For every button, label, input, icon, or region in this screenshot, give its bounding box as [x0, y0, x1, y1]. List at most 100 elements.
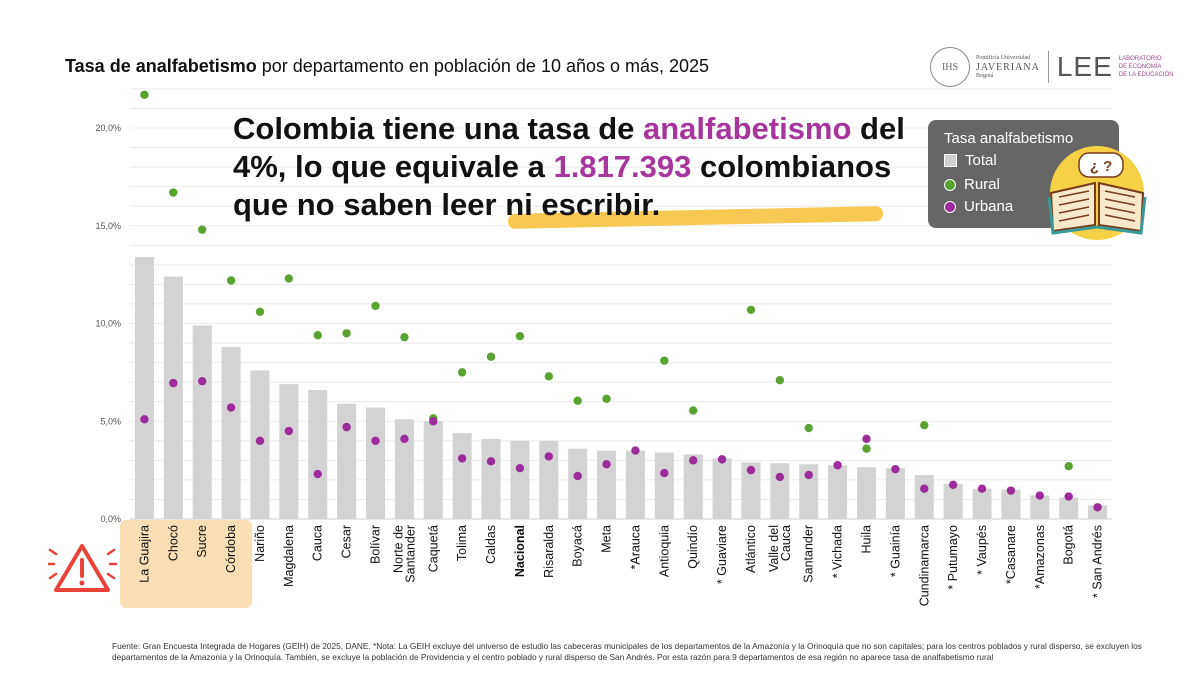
dot-urbana	[602, 460, 611, 469]
dot-rural	[1064, 462, 1073, 471]
x-tick-label: * Guainía	[888, 525, 902, 577]
x-tick-label: Bogotá	[1062, 525, 1076, 565]
x-tick-label: *Amazonas	[1033, 525, 1047, 589]
dot-rural	[169, 188, 178, 197]
chart-title-rest: por departamento en población de 10 años…	[256, 56, 710, 76]
bar-total	[972, 488, 992, 519]
x-tick-label: * Vaupés	[975, 525, 989, 575]
x-tick-label: Chocó	[166, 525, 180, 561]
lee-subtitle: LABORATORIO DE ECONOMÍA DE LA EDUCACIÓN	[1119, 55, 1174, 79]
x-tick-label: Huila	[860, 525, 874, 554]
bar-total	[568, 448, 588, 519]
x-tick-label-text: *Arauca	[628, 525, 642, 570]
y-tick-label: 20,0%	[95, 123, 121, 133]
x-tick-label-text: Santander	[403, 525, 417, 583]
legend-item-total: Total	[944, 152, 997, 169]
x-tick-label: *Arauca	[628, 525, 642, 570]
logo-divider	[1047, 51, 1049, 83]
dot-rural	[862, 444, 871, 453]
total-bars	[134, 257, 1108, 519]
headline-text-3: colombianos que no saben leer ni escribi…	[233, 149, 892, 222]
dot-rural	[284, 274, 294, 283]
dot-urbana	[1006, 486, 1016, 495]
headline-text-1: Colombia tiene una tasa de	[233, 111, 643, 146]
warning-icon	[48, 544, 118, 592]
dot-rural	[400, 332, 409, 342]
x-tick-label-text: Nariño	[253, 525, 267, 562]
x-tick-label-text: Meta	[600, 525, 614, 553]
x-tick-label-text: * Guainía	[888, 525, 902, 577]
x-tick-label: Córdoba	[224, 525, 238, 573]
x-tick-label: Risaralda	[542, 525, 556, 578]
bar-total	[481, 438, 501, 519]
javeriana-seal-icon: IHS	[930, 47, 970, 87]
dot-rural	[457, 368, 467, 377]
x-tick-label-text: Boyacá	[571, 525, 585, 567]
bar-total	[1088, 505, 1108, 519]
dot-urbana	[226, 403, 236, 412]
y-axis: 0,0% 5,0% 10,0% 15,0% 20,0%	[95, 123, 121, 524]
dot-urbana	[977, 484, 987, 493]
x-tick-label-text: *Casanare	[1004, 525, 1018, 584]
y-tick-label: 5,0%	[100, 416, 121, 426]
bar-total	[1059, 497, 1079, 519]
x-tick-label-text: Quindío	[686, 525, 700, 569]
dot-rural	[342, 329, 351, 338]
y-tick-label: 10,0%	[95, 319, 121, 329]
dot-rural	[544, 372, 553, 381]
x-tick-label-text: Cauca	[779, 525, 793, 561]
x-tick-label: Santander	[802, 525, 816, 583]
bar-total	[799, 464, 819, 519]
dot-rural	[689, 406, 698, 415]
x-tick-label-text: Nacional	[513, 525, 527, 577]
x-tick-label: Magdalena	[282, 525, 296, 587]
x-tick-label-text: Norte de	[391, 525, 405, 573]
x-tick-label-text: Bolívar	[369, 525, 383, 564]
dot-rural	[775, 375, 785, 385]
dot-urbana	[948, 480, 958, 489]
dot-urbana	[746, 465, 756, 475]
chart-title: Tasa de analfabetismo por departamento e…	[65, 56, 709, 77]
dot-urbana	[660, 468, 669, 478]
x-tick-label-text: Tolima	[455, 525, 469, 561]
javeriana-wordmark: Pontificia Universidad JAVERIANA Bogotá	[976, 54, 1040, 81]
x-tick-label-text: Cauca	[311, 525, 325, 561]
x-tick-label-text: Cesar	[340, 525, 354, 558]
x-tick-label: Atlántico	[744, 525, 758, 573]
dot-rural	[746, 305, 756, 315]
x-tick-label-text: Córdoba	[224, 525, 238, 573]
bar-total	[1001, 489, 1021, 519]
bar-total	[885, 468, 905, 519]
bar-total	[1030, 495, 1050, 519]
dot-urbana	[717, 455, 727, 464]
x-tick-label-text: Atlántico	[744, 525, 758, 573]
x-tick-label: *Casanare	[1004, 525, 1018, 584]
logo-uni-city: Bogotá	[976, 72, 994, 79]
dot-rural	[515, 332, 525, 341]
x-tick-label: Caldas	[484, 525, 498, 564]
x-tick-label: Bolívar	[369, 525, 383, 564]
dot-urbana	[891, 464, 900, 474]
dot-rural	[226, 276, 236, 285]
bar-total	[394, 419, 414, 519]
x-tick-label-text: * Vichada	[831, 525, 845, 578]
bar-total	[163, 276, 183, 519]
book-lines	[1058, 190, 1136, 222]
dot-urbana	[573, 471, 582, 481]
x-tick-label: * Vichada	[831, 525, 845, 578]
x-tick-label-text: Caldas	[484, 525, 498, 564]
bar-total	[221, 346, 241, 519]
legend-label-urbana: Urbana	[964, 198, 1014, 215]
bar-total	[914, 475, 934, 519]
bar-total	[683, 454, 703, 519]
x-tick-label-text: Caquetá	[426, 525, 440, 572]
dot-urbana	[198, 376, 207, 386]
bar-total	[134, 257, 154, 519]
headline: Colombia tiene una tasa de analfabetismo…	[233, 110, 913, 224]
bar-total	[741, 462, 761, 519]
headline-text-2: del 4%, lo que equivale a	[233, 111, 905, 184]
x-tick-label-text: * Vaupés	[975, 525, 989, 575]
dot-urbana	[833, 461, 842, 470]
bar-total	[856, 467, 877, 519]
